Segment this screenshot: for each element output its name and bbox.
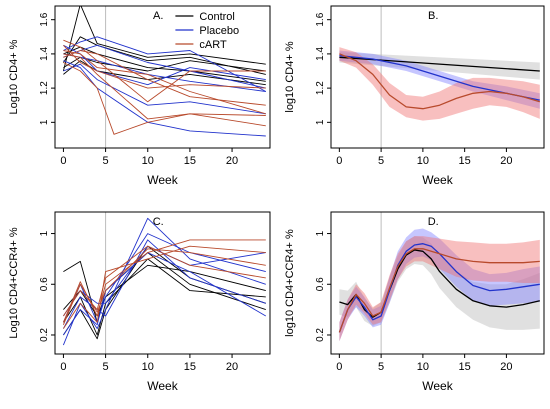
plot-frame	[54, 211, 271, 355]
series-line-cart	[63, 50, 266, 106]
legend: Control Placebo cART	[175, 11, 239, 51]
legend-label-cart: cART	[199, 39, 227, 51]
x-tick-label: 15	[184, 155, 196, 167]
x-tick-label: 5	[103, 155, 109, 167]
series-line-placebo	[63, 239, 266, 329]
y-tick-label: 1.2	[315, 81, 326, 95]
x-axis-label: Week	[147, 379, 178, 393]
y-tick-label: 0.6	[39, 277, 50, 291]
y-tick-label: 0.2	[39, 328, 50, 342]
series-line-placebo	[62, 217, 266, 346]
x-tick-label: 20	[500, 155, 512, 167]
panel-label: D.	[428, 216, 439, 228]
x-tick-label: 10	[142, 361, 154, 373]
x-tick-label: 0	[60, 361, 66, 373]
panel-label: A.	[153, 10, 163, 22]
panel-label: B.	[428, 10, 438, 22]
y-tick-label: 1	[39, 230, 50, 236]
series-line-placebo	[63, 60, 266, 137]
y-tick-label: 1.6	[315, 12, 326, 26]
series-line-cart	[62, 239, 266, 323]
plot-frame	[330, 211, 545, 355]
band-control	[339, 52, 540, 80]
series-line-cart	[63, 245, 266, 329]
series-line-placebo	[63, 44, 266, 86]
x-tick-label: 5	[103, 361, 109, 373]
series-line-cart	[63, 53, 266, 120]
series-line-cart	[63, 62, 266, 135]
x-tick-label: 20	[500, 361, 512, 373]
series-line-cart	[63, 44, 266, 89]
y-axis-label: Log10 CD4+ %	[8, 39, 20, 114]
y-tick-label: 1.4	[315, 47, 326, 61]
plot-area	[62, 212, 267, 354]
panel-a: 0 5 10 15 20 1 1.2 1.4 1.6 Week Log10 CD4+ % A. Cont…	[8, 5, 271, 187]
x-axis-label: Week	[422, 173, 453, 187]
series-line-cart	[63, 50, 266, 115]
series-line-cart	[63, 39, 266, 103]
x-tick-label: 0	[336, 361, 342, 373]
series-line-cart	[338, 248, 540, 333]
legend-label-placebo: Placebo	[199, 25, 239, 37]
series-line-control	[63, 60, 266, 86]
x-tick-label: 10	[417, 155, 429, 167]
y-tick-label: 1	[315, 230, 326, 236]
x-tick-label: 20	[226, 155, 238, 167]
x-axis-label: Week	[147, 173, 178, 187]
x-tick-label: 5	[378, 155, 384, 167]
y-tick-label: 1	[315, 119, 326, 125]
y-tick-label: 1.6	[39, 12, 50, 26]
x-tick-label: 15	[184, 361, 196, 373]
panel-d: 0 5 10 15 20 0.2 0.6 1 Week log10 CD4+CCR4+ % D.	[284, 211, 545, 393]
y-axis-label: log10 CD4+CCR4+ %	[284, 229, 296, 337]
x-tick-label: 0	[60, 155, 66, 167]
plot-area	[339, 6, 540, 148]
series-line-cart	[339, 53, 540, 110]
series-line-control	[63, 46, 266, 82]
x-tick-label: 15	[459, 361, 471, 373]
panel-c: 0 5 10 15 20 0.2 0.6 1 Week Log10 CD4+CCR4+ % C.	[8, 211, 271, 393]
series-line-placebo	[63, 63, 266, 115]
x-tick-label: 0	[336, 155, 342, 167]
y-tick-label: 0.2	[315, 328, 326, 342]
series-line-placebo	[63, 36, 267, 92]
panel-label: C.	[153, 216, 164, 228]
band-cart	[339, 47, 540, 121]
y-tick-label: 1	[39, 119, 50, 125]
x-axis-label: Week	[422, 379, 453, 393]
x-tick-label: 20	[226, 361, 238, 373]
band-placebo	[339, 228, 540, 342]
plot-area	[338, 212, 540, 354]
y-tick-label: 0.6	[315, 277, 326, 291]
x-tick-label: 15	[459, 155, 471, 167]
legend-label-control: Control	[199, 11, 234, 23]
series-line-placebo	[338, 243, 540, 333]
panel-b: 0 5 10 15 20 1 1.2 1.4 1.6 Week log10 CD4+ % B.	[284, 5, 545, 187]
y-tick-label: 1.2	[39, 81, 50, 95]
series-line-control	[62, 6, 266, 72]
x-tick-label: 10	[417, 361, 429, 373]
plot-frame	[54, 5, 271, 149]
series-line-control	[339, 249, 540, 318]
x-tick-label: 10	[142, 155, 154, 167]
series-line-control	[63, 252, 266, 323]
series-line-control	[63, 36, 266, 75]
y-axis-label: log10 CD4+ %	[284, 41, 296, 112]
series-line-cart	[63, 245, 266, 317]
y-axis-label: Log10 CD4+CCR4+ %	[8, 227, 20, 339]
plot-area	[62, 6, 267, 148]
plot-frame	[330, 5, 545, 149]
y-tick-label: 1.4	[39, 47, 50, 61]
band-placebo	[339, 50, 540, 109]
x-tick-label: 5	[378, 361, 384, 373]
series-line-cart	[62, 248, 266, 325]
